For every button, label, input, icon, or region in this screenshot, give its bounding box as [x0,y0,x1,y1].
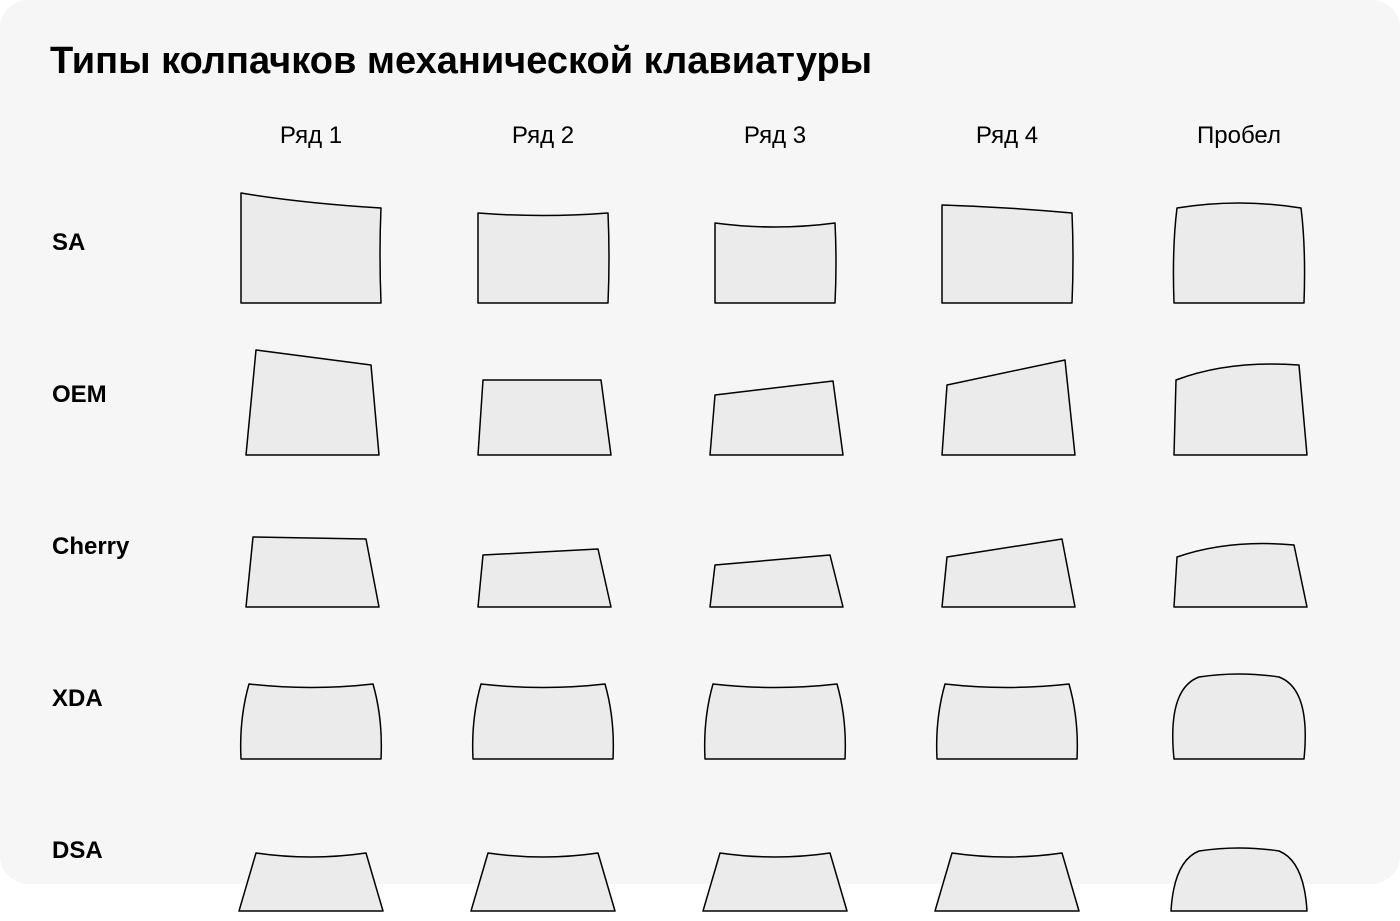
cell-oem-1 [432,325,654,465]
row-label-dsa: DSA [50,837,190,865]
cell-xda-2 [664,629,886,769]
col-header-1: Ряд 2 [432,122,654,150]
cell-dsa-1 [432,781,654,921]
cell-oem-3 [896,325,1118,465]
keycap-xda-2-icon [675,629,875,769]
keycap-sa-0-icon [211,173,411,313]
keycap-sa-2-icon [675,173,875,313]
keycap-cherry-1-icon [443,477,643,617]
row-label-oem: OEM [50,381,190,409]
row-label-cherry: Cherry [50,533,190,561]
cell-sa-1 [432,173,654,313]
cell-oem-0 [200,325,422,465]
keycap-xda-3-icon [907,629,1107,769]
keycap-cherry-4-icon [1139,477,1339,617]
keycap-oem-1-icon [443,325,643,465]
infographic-card: Типы колпачков механической клавиатуры Р… [0,0,1400,884]
page-title: Типы колпачков механической клавиатуры [50,40,1350,83]
keycap-xda-4-icon [1139,629,1339,769]
row-label-sa: SA [50,229,190,257]
keycap-cherry-3-icon [907,477,1107,617]
keycap-cherry-2-icon [675,477,875,617]
cell-xda-0 [200,629,422,769]
cell-xda-3 [896,629,1118,769]
col-header-4: Пробел [1128,122,1350,150]
keycap-oem-3-icon [907,325,1107,465]
cell-sa-4 [1128,173,1350,313]
cell-cherry-0 [200,477,422,617]
keycap-sa-4-icon [1139,173,1339,313]
keycap-dsa-0-icon [211,781,411,921]
keycap-dsa-2-icon [675,781,875,921]
keycap-oem-2-icon [675,325,875,465]
cell-cherry-1 [432,477,654,617]
col-header-3: Ряд 4 [896,122,1118,150]
cell-dsa-2 [664,781,886,921]
keycap-grid: Ряд 1 Ряд 2 Ряд 3 Ряд 4 Пробел SA OEM Ch… [50,111,1350,851]
cell-sa-3 [896,173,1118,313]
keycap-oem-0-icon [211,325,411,465]
cell-dsa-4 [1128,781,1350,921]
col-header-2: Ряд 3 [664,122,886,150]
keycap-dsa-1-icon [443,781,643,921]
cell-sa-0 [200,173,422,313]
keycap-sa-1-icon [443,173,643,313]
cell-dsa-0 [200,781,422,921]
cell-xda-1 [432,629,654,769]
keycap-cherry-0-icon [211,477,411,617]
keycap-xda-0-icon [211,629,411,769]
keycap-sa-3-icon [907,173,1107,313]
row-label-xda: XDA [50,685,190,713]
keycap-oem-4-icon [1139,325,1339,465]
cell-sa-2 [664,173,886,313]
cell-cherry-3 [896,477,1118,617]
cell-xda-4 [1128,629,1350,769]
keycap-xda-1-icon [443,629,643,769]
cell-oem-4 [1128,325,1350,465]
cell-cherry-4 [1128,477,1350,617]
cell-oem-2 [664,325,886,465]
col-header-0: Ряд 1 [200,122,422,150]
keycap-dsa-3-icon [907,781,1107,921]
keycap-dsa-4-icon [1139,781,1339,921]
cell-cherry-2 [664,477,886,617]
cell-dsa-3 [896,781,1118,921]
